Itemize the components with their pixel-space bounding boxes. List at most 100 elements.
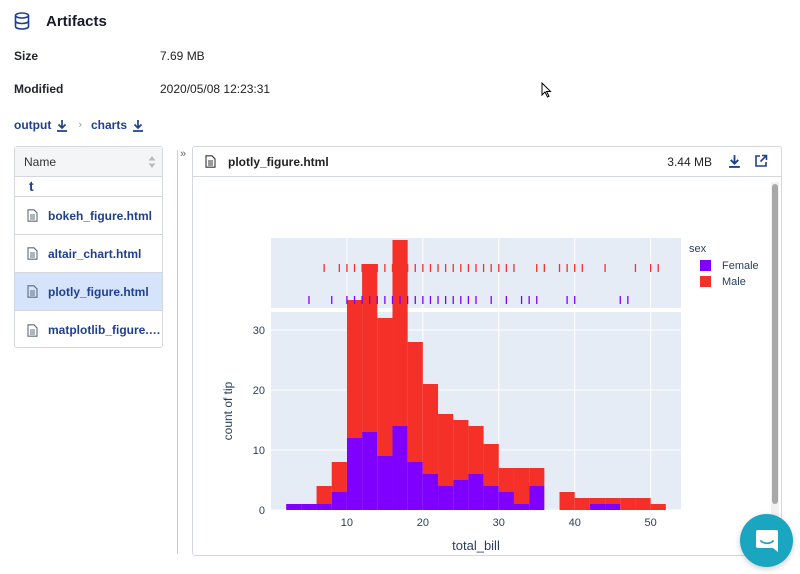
legend-label-male: Male <box>722 276 746 288</box>
x-tick-label: 40 <box>569 517 581 529</box>
histogram-bar-female <box>513 504 530 510</box>
preview-content: 10 20 30 40 50 0 10 20 30 total_bill count of tip s… <box>193 178 781 555</box>
histogram-bar-male <box>316 486 332 504</box>
histogram-bar-male <box>422 384 439 474</box>
file-row-bokeh[interactable]: bokeh_figure.html <box>15 197 162 235</box>
histogram-bar-male <box>453 420 469 480</box>
histogram-bar-male <box>589 498 606 504</box>
file-icon <box>27 247 38 260</box>
download-icon[interactable] <box>728 154 741 168</box>
histogram-bar-male <box>407 342 423 462</box>
histogram-bar-male <box>498 468 514 492</box>
y-axis-title: count of tip <box>221 381 235 440</box>
file-name: plotly_figure.html <box>48 284 149 299</box>
histogram-bar-female <box>483 486 499 510</box>
file-name: bokeh_figure.html <box>48 208 153 223</box>
name-column-header[interactable]: Name <box>15 147 162 177</box>
file-row-matplotlib[interactable]: matplotlib_figure.html <box>15 311 162 349</box>
histogram-bar-male <box>331 462 347 492</box>
breadcrumb-output[interactable]: output <box>14 118 52 132</box>
chevron-right-icon: › <box>78 119 82 131</box>
histogram-bar-female <box>362 432 378 510</box>
file-icon <box>205 155 216 168</box>
histogram-bar-female <box>453 480 469 510</box>
name-column-label: Name <box>24 154 57 169</box>
histogram-bar-female <box>438 486 454 510</box>
y-tick-label: 0 <box>259 505 265 517</box>
histogram-bar-female <box>301 504 317 510</box>
histogram-bar-male <box>346 300 363 438</box>
histogram-bar-male <box>377 318 393 456</box>
histogram-bar-male <box>362 264 378 432</box>
breadcrumb: output › charts <box>14 118 144 132</box>
histogram-bar-male <box>620 498 636 510</box>
x-tick-label: 20 <box>417 517 429 529</box>
chat-icon <box>755 529 778 552</box>
histogram-bar-male <box>392 240 408 426</box>
x-tick-label: 30 <box>493 517 505 529</box>
file-row-altair[interactable]: altair_chart.html <box>15 235 162 273</box>
file-icon <box>27 285 38 298</box>
x-tick-label: 10 <box>341 517 353 529</box>
artifacts-header: Artifacts <box>14 12 107 30</box>
file-name: matplotlib_figure.html <box>48 323 162 337</box>
legend-swatch-male <box>700 276 711 287</box>
file-row-plotly[interactable]: plotly_figure.html <box>15 273 162 311</box>
y-tick-label: 20 <box>253 385 265 397</box>
legend-title: sex <box>689 243 707 255</box>
legend-swatch-female <box>700 260 711 271</box>
histogram-bar-female <box>392 426 408 510</box>
chat-launcher-button[interactable] <box>740 514 793 567</box>
collapse-panel-toggle[interactable]: » <box>180 148 187 160</box>
y-tick-label: 30 <box>253 325 265 337</box>
histogram-bar-male <box>438 414 454 486</box>
legend-label-female: Female <box>722 260 759 272</box>
y-tick-label: 10 <box>253 445 265 457</box>
histogram-bar-male <box>513 468 530 504</box>
preview-toolbar: plotly_figure.html 3.44 MB <box>193 147 781 177</box>
scrollbar-thumb[interactable] <box>772 184 778 504</box>
histogram-bar-female <box>316 504 332 510</box>
x-axis-title: total_bill <box>452 538 500 553</box>
histogram-bar-female <box>468 474 484 510</box>
histogram-chart: 10 20 30 40 50 0 10 20 30 total_bill count of tip s… <box>201 178 773 555</box>
size-label: Size <box>14 49 39 63</box>
histogram-bar-female <box>286 504 302 510</box>
file-list: Name t bokeh_figure.html altair_chart.ht… <box>14 146 163 348</box>
histogram-bar-female <box>529 486 545 510</box>
histogram-bar-male <box>468 426 484 474</box>
file-preview-panel: plotly_figure.html 3.44 MB 10 20 30 40 50 0 10… <box>192 146 782 556</box>
database-icon <box>14 12 30 30</box>
histogram-bar-male <box>605 498 621 504</box>
open-external-icon[interactable] <box>754 154 768 168</box>
histogram-bar-male <box>483 444 499 486</box>
panel-divider[interactable] <box>177 150 178 554</box>
histogram-bar-male <box>529 468 545 486</box>
size-value: 7.69 MB <box>160 49 205 63</box>
modified-label: Modified <box>14 82 64 96</box>
file-icon <box>27 209 38 222</box>
histogram-bar-male <box>574 498 590 510</box>
histogram-bar-male <box>559 492 575 510</box>
histogram-bar-female <box>589 504 606 510</box>
histogram-bar-female <box>498 492 514 510</box>
histogram-bar-female <box>377 456 393 510</box>
histogram-bar-female <box>407 462 423 510</box>
file-name: altair_chart.html <box>48 246 142 261</box>
histogram-bar-female <box>331 492 347 510</box>
download-icon[interactable] <box>56 119 68 132</box>
histogram-bar-female <box>346 438 363 510</box>
download-icon[interactable] <box>132 119 144 132</box>
breadcrumb-charts[interactable]: charts <box>90 118 128 132</box>
sort-icon[interactable] <box>148 155 156 169</box>
histogram-bar-male <box>650 504 666 510</box>
parent-directory-link[interactable]: t <box>15 177 162 197</box>
preview-filename: plotly_figure.html <box>228 154 329 169</box>
x-tick-label: 50 <box>645 517 657 529</box>
preview-file-size: 3.44 MB <box>667 155 712 169</box>
file-icon <box>27 323 38 337</box>
modified-value: 2020/05/08 12:23:31 <box>160 82 271 96</box>
page-title: Artifacts <box>46 12 107 30</box>
histogram-bar-male <box>635 498 651 510</box>
mouse-cursor-icon <box>541 82 552 98</box>
